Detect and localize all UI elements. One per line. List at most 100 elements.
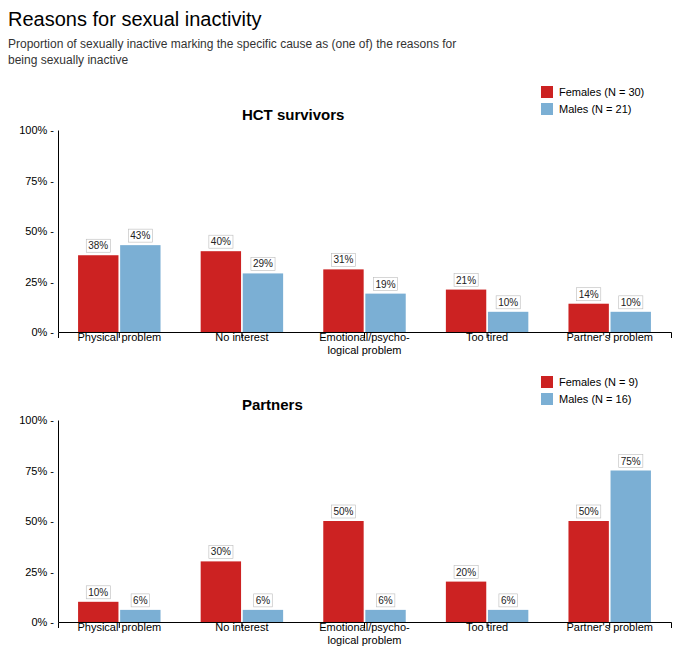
data-label-text: 31% bbox=[333, 254, 353, 265]
data-label-box bbox=[577, 288, 601, 301]
data-label-text: 50% bbox=[333, 506, 353, 517]
bars bbox=[78, 245, 651, 332]
legend-item: Males (N = 21) bbox=[541, 103, 631, 115]
data-label-text: 40% bbox=[211, 236, 231, 247]
tick-label: Partner's problem bbox=[566, 331, 652, 343]
chart: 0% - 25% - 50% - 75% - 100% - Physical proble… bbox=[19, 376, 671, 646]
x-tick: Too tired bbox=[466, 331, 508, 343]
data-label: 10% bbox=[86, 586, 110, 599]
bar bbox=[78, 255, 118, 332]
data-label: 31% bbox=[331, 253, 355, 266]
text-line: Partner's problem bbox=[566, 621, 652, 633]
legend-label: Females (N = 30) bbox=[559, 86, 644, 98]
legend-item: Females (N = 9) bbox=[541, 376, 638, 388]
bar bbox=[488, 312, 528, 332]
data-label-text: 75% bbox=[621, 456, 641, 467]
x-tick: No interest bbox=[215, 331, 268, 343]
x-tick: Emotional/psycho-logical problem bbox=[319, 621, 410, 646]
text-line: being sexually inactive bbox=[8, 53, 128, 67]
bar bbox=[446, 290, 486, 332]
chart: 0% -25% -50% -75% -100% -Physical proble… bbox=[19, 86, 671, 356]
x-tick: Physical problem bbox=[77, 331, 161, 343]
data-label-text: 21% bbox=[456, 275, 476, 286]
text-line: Emotional/psycho- bbox=[319, 621, 410, 633]
axis-line bbox=[58, 131, 59, 333]
data-label: 6% bbox=[499, 594, 518, 607]
tick-label: Too tired bbox=[466, 621, 508, 633]
data-label-text: 6% bbox=[501, 595, 516, 606]
text-line: Emotional/psycho- bbox=[319, 331, 410, 343]
data-label-box bbox=[331, 253, 355, 266]
figure-subtitle: Proportion of sexually inactive marking … bbox=[8, 37, 456, 67]
data-label-box bbox=[454, 274, 478, 287]
data-label: 14% bbox=[577, 288, 601, 301]
data-label-box bbox=[619, 455, 643, 468]
bar bbox=[568, 521, 608, 622]
tick-label: No interest bbox=[215, 331, 268, 343]
tick-label: Physical problem bbox=[77, 621, 161, 633]
bar bbox=[323, 521, 363, 622]
data-label-text: 6% bbox=[133, 595, 148, 606]
tick-label: 100% - bbox=[19, 124, 54, 136]
bar bbox=[243, 273, 283, 332]
data-label-text: 30% bbox=[211, 546, 231, 557]
bar bbox=[201, 561, 241, 622]
legend-swatch bbox=[541, 376, 553, 388]
tick-label: No interest bbox=[215, 621, 268, 633]
bar bbox=[446, 582, 486, 622]
data-label-box bbox=[209, 545, 233, 558]
data-label: 50% bbox=[577, 505, 601, 518]
bar bbox=[611, 471, 651, 623]
chart-title: Partners bbox=[242, 396, 303, 413]
data-label: 21% bbox=[454, 274, 478, 287]
data-label: 6% bbox=[131, 594, 150, 607]
text-line: logical problem bbox=[328, 344, 402, 356]
chart-title: HCT survivors bbox=[242, 106, 345, 123]
text-line: No interest bbox=[215, 621, 268, 633]
tick-label: 50% - bbox=[25, 515, 54, 527]
data-label-box bbox=[209, 235, 233, 248]
data-labels: 38%40%31%21%14%43%29%19%10%10% bbox=[86, 229, 643, 309]
x-tick: No interest bbox=[215, 621, 268, 633]
data-label: 10% bbox=[496, 296, 520, 309]
data-label-box bbox=[499, 594, 518, 607]
y-tick: 0% - bbox=[31, 616, 58, 628]
tick-label: 0% - bbox=[31, 326, 54, 338]
bar bbox=[120, 245, 160, 332]
x-axis: Physical problem No interest Emotional/psy… bbox=[59, 621, 672, 646]
text-line: logical problem bbox=[328, 634, 402, 646]
legend-swatch bbox=[541, 393, 553, 405]
tick-label: Emotional/psycho-logical problem bbox=[319, 331, 410, 356]
y-tick: 75% - bbox=[25, 465, 58, 477]
data-label: 38% bbox=[86, 239, 110, 252]
data-label: 40% bbox=[209, 235, 233, 248]
x-axis: Physical problem No interest Emotional/psy… bbox=[59, 331, 672, 356]
data-label: 50% bbox=[331, 505, 355, 518]
tick-label: 25% - bbox=[25, 276, 54, 288]
data-label-box bbox=[454, 566, 478, 579]
x-tick: Partner's problem bbox=[566, 621, 652, 633]
y-tick: 50% - bbox=[25, 225, 58, 237]
tick-label: Physical problem bbox=[77, 331, 161, 343]
bar bbox=[365, 294, 405, 332]
legend-label: Males (N = 21) bbox=[559, 103, 631, 115]
text-line: Physical problem bbox=[77, 331, 161, 343]
legend-label: Males (N = 16) bbox=[559, 393, 631, 405]
text-line: Too tired bbox=[466, 331, 508, 343]
data-label: 6% bbox=[376, 594, 395, 607]
data-label-text: 20% bbox=[456, 567, 476, 578]
legend-swatch bbox=[541, 103, 553, 115]
x-tick: Physical problem bbox=[77, 621, 161, 633]
data-label-text: 43% bbox=[130, 230, 150, 241]
y-tick: 25% - bbox=[25, 566, 58, 578]
bar bbox=[201, 251, 241, 332]
legend-swatch bbox=[541, 86, 553, 98]
data-label: 20% bbox=[454, 566, 478, 579]
data-label-text: 6% bbox=[256, 595, 271, 606]
x-tick: Too tired bbox=[466, 621, 508, 633]
data-label-box bbox=[131, 594, 150, 607]
data-label-box bbox=[376, 594, 395, 607]
y-tick: 100% - bbox=[19, 414, 58, 426]
bar bbox=[568, 304, 608, 332]
data-label: 19% bbox=[374, 278, 398, 291]
